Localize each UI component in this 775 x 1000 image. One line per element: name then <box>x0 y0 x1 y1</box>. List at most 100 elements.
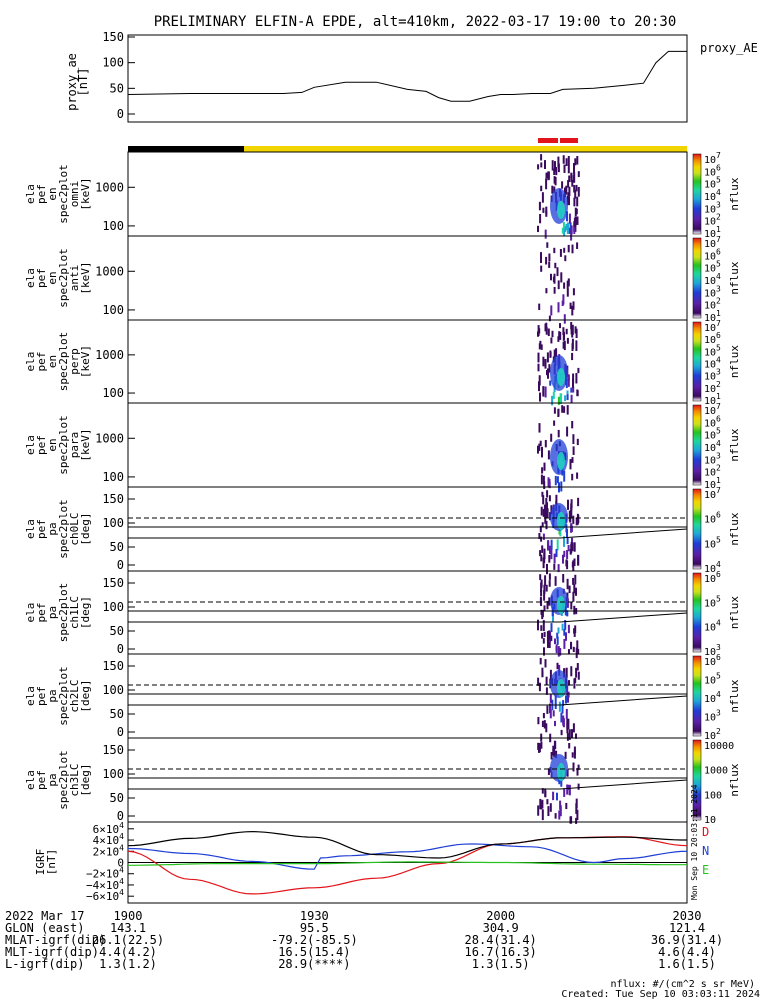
spec-cell <box>537 363 540 372</box>
spec-cell <box>545 584 548 592</box>
spec-cell <box>559 805 562 817</box>
spec-cell <box>547 368 549 379</box>
spec-cell <box>564 751 567 759</box>
spec-cell <box>543 590 546 601</box>
spec-cell <box>540 265 543 272</box>
panel-ytick-label: 100 <box>102 386 124 400</box>
panel-ylabel: [keV] <box>79 177 92 210</box>
spec-cell <box>568 227 571 234</box>
colorbar-tick-label: 105 <box>704 594 721 609</box>
spec-cell <box>573 584 576 594</box>
spec-cell <box>542 356 545 367</box>
spec-core <box>557 368 565 386</box>
spec-cell <box>573 542 576 552</box>
ae-line <box>127 50 687 102</box>
spec-cell <box>576 196 579 207</box>
spec-core <box>557 201 565 219</box>
spec-cell <box>577 783 580 790</box>
panel-ylabel: en <box>46 187 59 200</box>
panel-ylabel: para <box>68 432 81 459</box>
ae-ylabel: proxy_ae <box>65 53 79 111</box>
footer-row-label: MLAT-igrf(dip) <box>5 933 106 947</box>
panel-ylabel: pa <box>46 773 59 786</box>
igrf-side-note: Mon Sep 10 20:03:11 2024 <box>690 784 699 900</box>
footer-row-value: 16.5(15.4) <box>278 945 350 959</box>
spec-cell <box>568 785 571 796</box>
spec-cell <box>552 791 555 801</box>
spec-cell <box>548 638 551 648</box>
spec-cell <box>550 623 553 633</box>
footer-row-label: L-igrf(dip) <box>5 957 84 971</box>
spec-cell <box>577 764 580 771</box>
spec-cell <box>554 695 557 704</box>
spec-cell <box>551 185 554 194</box>
panel-para: 1000100elapefenspec2plotpara[keV]1071061… <box>24 402 741 493</box>
spec-cell <box>554 262 557 269</box>
spec-cell <box>576 156 579 165</box>
igrf-ytick-label: 2×104 <box>93 843 125 858</box>
igrf-legend-e: E <box>702 863 709 877</box>
colorbar-tick-label: 1000 <box>704 766 728 777</box>
spec-cell <box>543 481 546 490</box>
footer-row-value: 28.9(****) <box>278 957 350 971</box>
spec-cell <box>569 459 572 470</box>
spec-cell <box>562 222 565 229</box>
spec-cell <box>537 619 539 631</box>
spec-cell <box>545 676 548 685</box>
spec-cell <box>560 729 563 736</box>
panel-ylabel: pa <box>46 606 59 619</box>
science-zone-red <box>560 138 578 143</box>
colorbar-label: nflux <box>728 763 741 796</box>
spec-cell <box>560 393 563 404</box>
spec-cell <box>563 536 565 547</box>
panel-ytick-label: 0 <box>117 809 124 823</box>
spec-cell <box>540 162 543 168</box>
spec-cell <box>566 288 569 297</box>
spec-cell <box>542 508 545 517</box>
panel-frame <box>127 653 688 739</box>
panel-ylabel: pef <box>35 770 48 790</box>
spec-cell <box>547 477 550 488</box>
spec-cell <box>575 587 577 596</box>
spec-cell <box>565 632 567 641</box>
spec-cell <box>550 752 553 760</box>
spec-cell <box>552 391 555 400</box>
spec-cell <box>547 768 550 775</box>
footer-row-value: 121.4 <box>669 921 705 935</box>
spec-cell <box>566 769 569 777</box>
spec-cell <box>566 223 569 234</box>
spec-cell <box>565 695 568 703</box>
spec-cell <box>546 242 549 248</box>
panel-frame <box>127 319 688 404</box>
panel-ylabel: pef <box>35 268 48 288</box>
spec-cell <box>553 747 556 758</box>
spec-cell <box>553 420 556 426</box>
spec-cell <box>537 677 540 686</box>
spec-cell <box>565 224 568 231</box>
spec-cell <box>576 663 579 671</box>
panel-perp: 1000100elapefenspec2plotperp[keV]1071061… <box>24 319 741 407</box>
spec-cell <box>540 625 543 631</box>
panel-ylabel: omni <box>68 181 81 208</box>
panel-ylabel: spec2plot <box>57 499 70 559</box>
spec-cell <box>556 792 558 801</box>
spec-cell <box>551 330 554 338</box>
igrf-series-total <box>127 830 687 859</box>
spec-cell <box>573 163 575 174</box>
spec-cell <box>545 206 548 215</box>
igrf-ylabel: IGRF <box>34 849 47 876</box>
spec-cell <box>573 185 576 193</box>
spec-cell <box>570 230 573 241</box>
igrf-ytick-label: −4×104 <box>86 877 124 892</box>
spec-cell <box>573 605 576 615</box>
panel-ylabel: pa <box>46 522 59 535</box>
spec-cell <box>549 709 552 719</box>
spec-cell <box>559 800 562 810</box>
spec-cell <box>548 315 551 322</box>
spec-cell <box>562 715 565 726</box>
spec-cell <box>575 803 578 814</box>
footer-row-value: 4.6(4.4) <box>658 945 716 959</box>
spec-cell <box>549 803 552 812</box>
spec-cell <box>557 564 560 573</box>
panel-ylabel: [deg] <box>79 679 92 712</box>
